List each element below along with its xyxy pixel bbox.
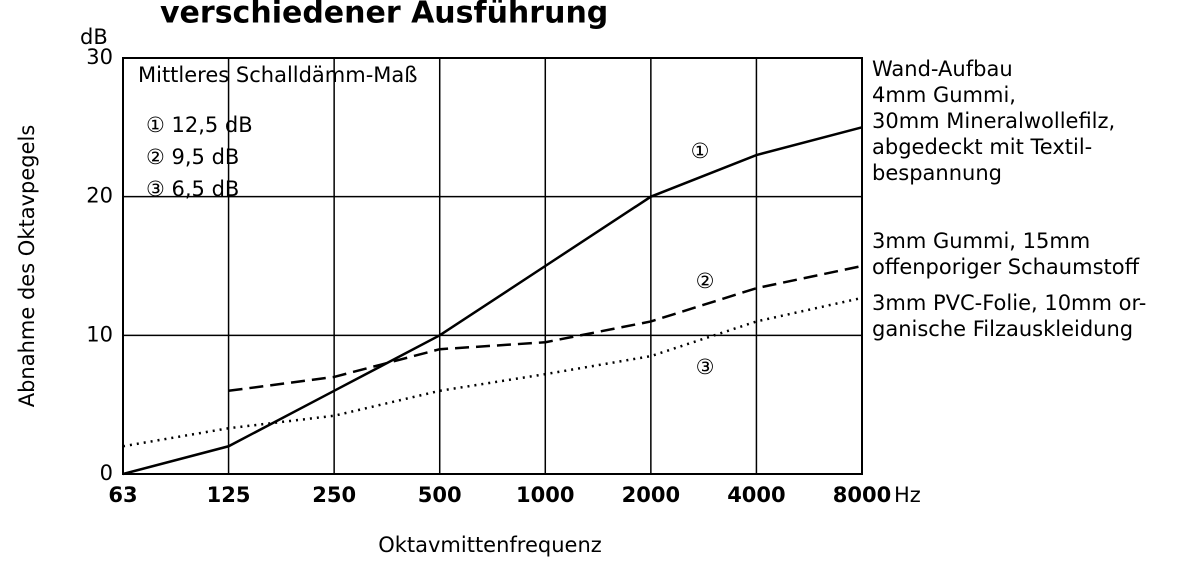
- series-description: Wand-Aufbau: [872, 57, 1013, 81]
- y-tick-label: 0: [100, 461, 113, 485]
- legend-title: Mittleres Schalldämm-Maß: [138, 63, 418, 87]
- y-tick-label: 10: [86, 322, 113, 346]
- x-tick-label: 63: [108, 483, 137, 507]
- x-tick-label: 250: [312, 483, 356, 507]
- x-tick-label: 125: [207, 483, 251, 507]
- legend-entry: ① 12,5 dB: [146, 113, 253, 137]
- y-unit: dB: [80, 25, 108, 49]
- legend-entry: ② 9,5 dB: [146, 145, 239, 169]
- series-line: [228, 264, 863, 393]
- series-description: ganische Filzauskleidung: [872, 317, 1133, 341]
- series-description: abgedeckt mit Textil-: [872, 135, 1092, 159]
- series-label: ①: [691, 139, 710, 163]
- series-label: ③: [696, 355, 715, 379]
- series-line: [122, 126, 863, 476]
- x-tick-label: 1000: [516, 483, 574, 507]
- y-tick-label: 20: [86, 184, 113, 208]
- series-line: [122, 296, 863, 448]
- series-label: ②: [696, 269, 715, 293]
- series-description: 30mm Mineralwollefilz,: [872, 109, 1115, 133]
- x-axis-label: Oktavmittenfrequenz: [378, 533, 602, 557]
- series-description: offenporiger Schaumstoff: [872, 255, 1140, 279]
- series-description: 4mm Gummi,: [872, 83, 1016, 107]
- series-description: 3mm Gummi, 15mm: [872, 229, 1090, 253]
- x-tick-label: 500: [418, 483, 462, 507]
- legend-entry: ③ 6,5 dB: [146, 177, 239, 201]
- series-description: 3mm PVC-Folie, 10mm or-: [872, 291, 1146, 315]
- y-tick-label: 30: [86, 45, 113, 69]
- series-description: bespannung: [872, 161, 1002, 185]
- y-axis-label: Abnahme des Oktavpegels: [15, 125, 39, 408]
- x-tick-label: 8000: [833, 483, 891, 507]
- x-tick-label: 4000: [727, 483, 785, 507]
- x-tick-label: 2000: [622, 483, 680, 507]
- x-unit: Hz: [894, 483, 921, 507]
- chart-title: verschiedener Ausführung: [160, 0, 608, 31]
